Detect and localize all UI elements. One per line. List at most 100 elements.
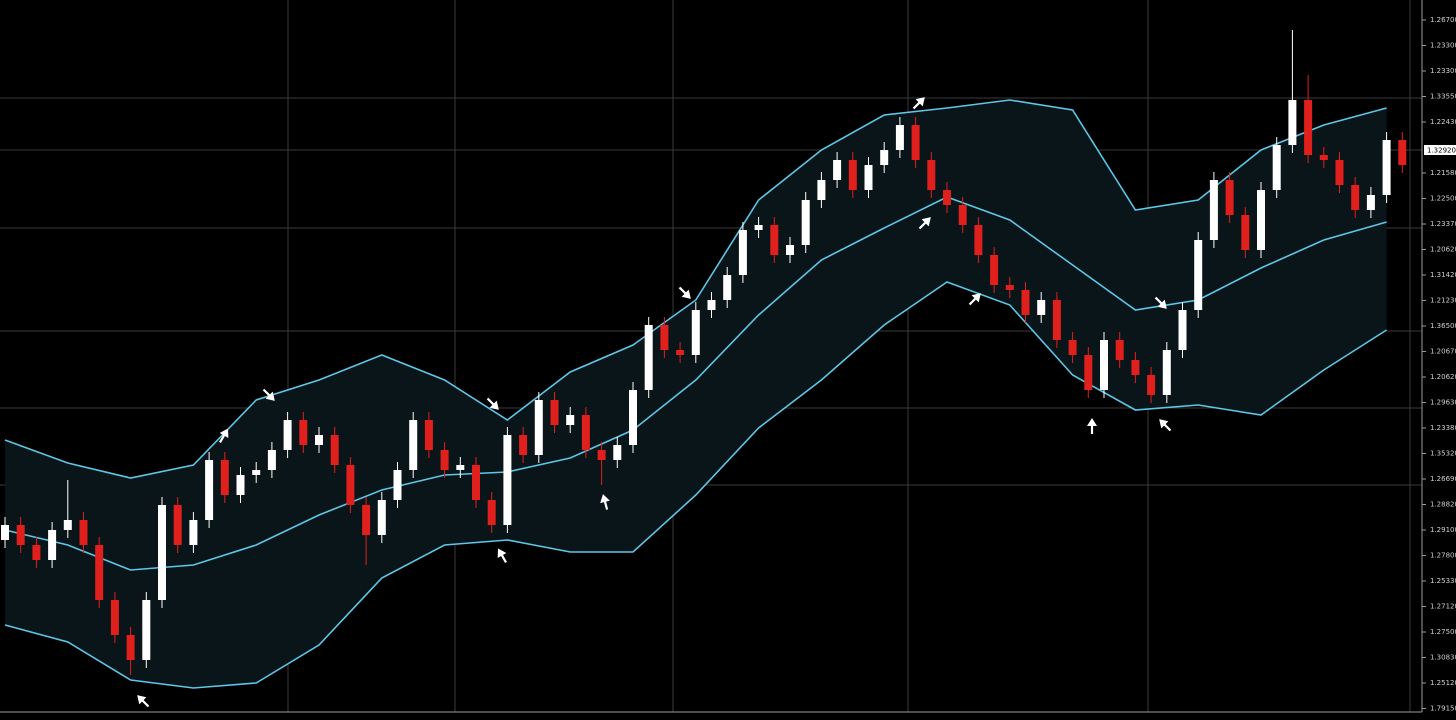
candle-body: [754, 225, 763, 230]
y-tick-label: 1.27800: [1430, 552, 1456, 560]
candle-body: [1304, 100, 1313, 155]
candle-body: [440, 450, 449, 470]
arrow: [262, 388, 275, 401]
candle-body: [534, 400, 543, 455]
candle-body: [817, 180, 826, 200]
y-tick-label: 1.20620: [1430, 373, 1456, 381]
candle-body: [220, 460, 229, 495]
candle-body: [644, 325, 653, 390]
arrow: [968, 293, 981, 306]
candle-body: [550, 400, 559, 425]
band-line: [4, 99, 1387, 479]
candle-body: [126, 635, 135, 660]
candle-body: [1037, 300, 1046, 315]
candle-body: [424, 420, 433, 450]
candle-body: [691, 310, 700, 355]
candle-body: [158, 505, 166, 600]
candle-body: [377, 500, 386, 535]
y-tick-label: 1.25330: [1430, 577, 1456, 585]
candle-body: [1005, 285, 1014, 290]
candle-body: [660, 325, 669, 350]
candle-body: [1052, 300, 1061, 340]
candle-body: [315, 435, 323, 445]
candle-body: [895, 125, 904, 150]
y-tick-label: 1.20670: [1430, 348, 1456, 356]
candle-body: [880, 150, 889, 165]
annotation-arrows: [137, 97, 1172, 708]
candle-body: [393, 470, 402, 500]
candle-body: [1398, 140, 1407, 165]
candle-body: [801, 200, 810, 245]
y-tick-label: 1.79150: [1430, 705, 1456, 713]
candle-body: [1272, 145, 1281, 190]
y-tick-label: 1.22500: [1430, 195, 1456, 203]
candle-body: [958, 205, 967, 225]
y-tick-label: 1.35320: [1430, 450, 1456, 458]
candle-body: [566, 415, 575, 425]
y-tick-label: 1.23300: [1430, 67, 1456, 75]
y-tick-label: 1.22430: [1430, 118, 1456, 126]
candle-body: [597, 450, 606, 460]
candle-body: [581, 415, 590, 450]
y-tick-label: 1.23300: [1430, 42, 1456, 50]
candle-body: [1068, 340, 1077, 355]
candle-body: [1225, 180, 1234, 215]
candle-body: [864, 165, 873, 190]
candle-body: [48, 530, 57, 560]
candle-body: [707, 300, 716, 310]
candle-body: [1382, 140, 1391, 195]
y-tick-label: 1.20620: [1430, 246, 1456, 254]
candle-body: [770, 225, 779, 255]
current-price-label: 1.32920: [1427, 147, 1456, 155]
candle-body: [1162, 350, 1171, 395]
candle-body: [911, 125, 920, 160]
candle-body: [629, 390, 637, 445]
candle-body: [173, 505, 182, 545]
candle-body: [848, 160, 857, 190]
candle-body: [786, 245, 794, 255]
candle-body: [16, 525, 25, 545]
y-tick-label: 1.31420: [1430, 271, 1456, 279]
candle-body: [236, 475, 245, 495]
arrow: [486, 397, 499, 410]
candle-body: [1351, 185, 1360, 210]
candle-body: [974, 225, 983, 255]
candle-body: [362, 505, 371, 535]
arrow: [137, 695, 150, 708]
y-tick-label: 1.26690: [1430, 475, 1456, 483]
candles: [1, 30, 1407, 675]
arrow: [912, 97, 925, 110]
candle-body: [1209, 180, 1218, 240]
candle-body: [990, 255, 999, 285]
candle-body: [1178, 310, 1187, 350]
y-tick-label: 1.28820: [1430, 501, 1456, 509]
candle-body: [110, 600, 119, 635]
candle-body: [95, 545, 104, 600]
candle-body: [1115, 340, 1124, 360]
y-tick-label: 1.33550: [1430, 93, 1456, 101]
y-tick-label: 1.29630: [1430, 399, 1456, 407]
y-tick-label: 1.29100: [1430, 526, 1456, 534]
candle-body: [32, 545, 41, 560]
arrow: [678, 286, 691, 299]
candle-body: [943, 190, 951, 205]
candle-body: [1241, 215, 1250, 250]
candle-body: [833, 160, 842, 180]
candle-body: [1366, 195, 1375, 210]
candle-body: [1, 525, 9, 540]
candle-body: [723, 275, 732, 300]
band-fill: [5, 100, 1387, 688]
y-tick-label: 1.21580: [1430, 169, 1456, 177]
candle-body: [63, 520, 72, 530]
y-tick-label: 1.27120: [1430, 603, 1456, 611]
candle-body: [267, 450, 276, 470]
candle-body: [1147, 375, 1156, 395]
candle-body: [1084, 355, 1093, 390]
candle-body: [1194, 240, 1203, 310]
y-tick-label: 1.23380: [1430, 424, 1456, 432]
arrow: [219, 428, 229, 443]
candle-body: [472, 465, 480, 500]
arrow: [1159, 419, 1172, 432]
candle-body: [613, 445, 622, 460]
